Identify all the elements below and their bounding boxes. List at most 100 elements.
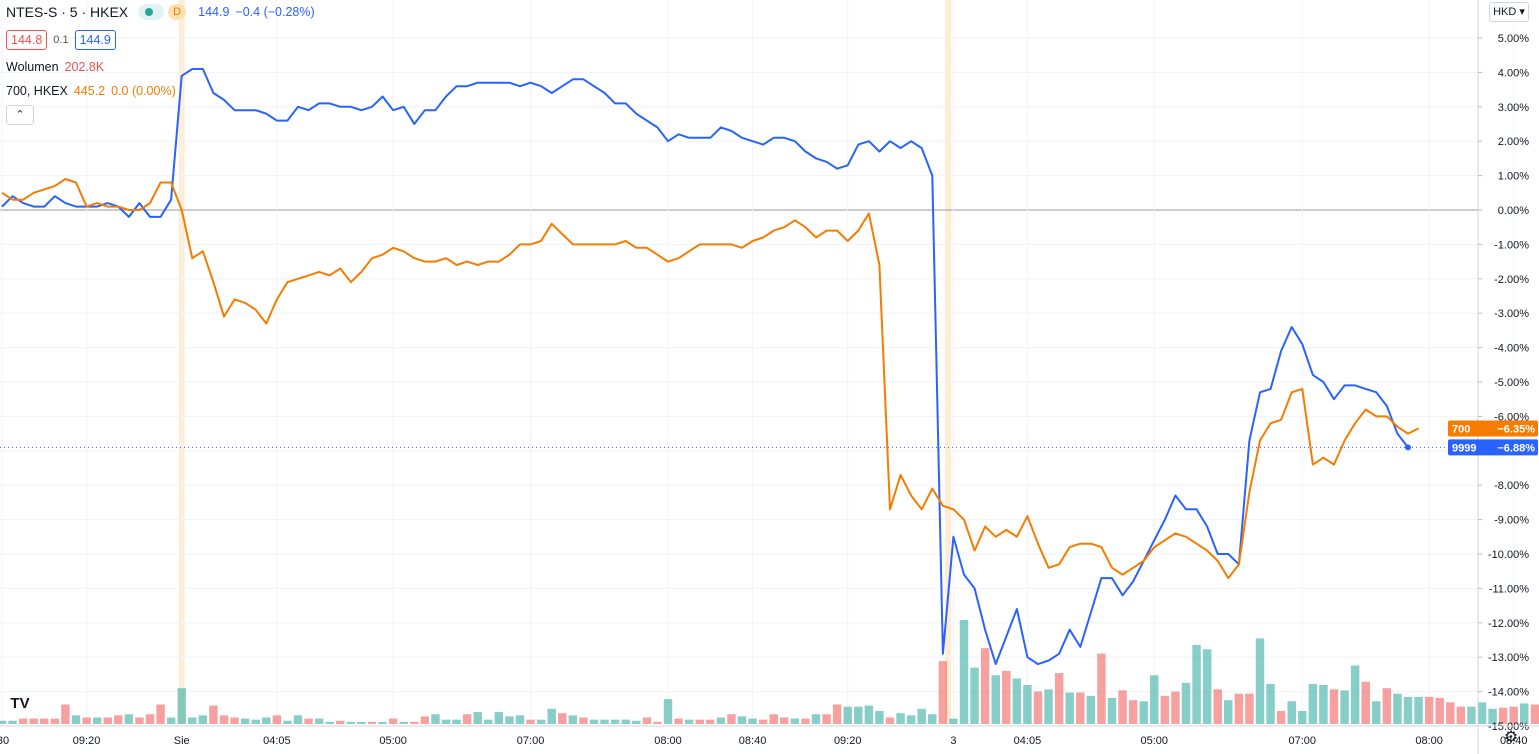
volume-bar [970,667,979,724]
volume-bar [198,715,208,724]
volume-bar [0,720,7,724]
volume-bar [695,719,704,724]
volume-bar [1012,678,1022,724]
volume-bar [917,708,926,724]
volume-bar [82,717,91,724]
volume-bar [29,718,38,724]
volume-bar [188,717,197,724]
volume-bar [959,620,969,724]
collapse-legend-button[interactable]: ⌃ [6,105,34,125]
volume-bar [452,719,461,724]
series-line-9999 [1,68,1409,666]
bid-price[interactable]: 144.8 [6,30,48,50]
symbol-title[interactable]: NTES-S · 5 · HKEX [6,4,129,20]
volume-bar [1139,701,1148,724]
volume-bar [50,718,60,724]
volume-bar [653,721,662,724]
market-status-icon [138,4,165,20]
axis-badge-700 [1448,420,1538,437]
axis-badge-name: 9999 [1452,442,1476,454]
volume-bar [1002,670,1011,724]
bid-ask-row: 144.8 0.1 144.9 [6,30,122,50]
y-tick-label: -2.00% [1494,274,1529,286]
volume-bar [1372,701,1381,724]
volume-bar [367,721,377,724]
volume-bar [473,712,482,724]
volume-bar [103,717,112,724]
volume-bar [1118,690,1127,724]
x-tick-label: 07:00 [1289,735,1317,747]
volume-bar [177,688,186,724]
volume-bar [938,661,948,724]
volume-bar [1276,711,1286,724]
volume-bar [1245,693,1254,724]
y-tick-label: -8.00% [1494,480,1529,492]
volume-bar [40,718,49,724]
x-tick-label: 04:05 [1014,735,1042,747]
volume-bar [600,719,609,724]
volume-bar [1414,696,1423,724]
volume-bar [515,715,525,724]
volume-bar [568,715,578,724]
volume-bar [547,708,556,724]
compare-symbol[interactable]: 700, HKEX [6,84,68,98]
volume-bar [1520,703,1529,724]
x-tick-label: 09:20 [73,735,101,747]
volume-bar [18,718,28,724]
volume-bar [240,718,250,724]
volume-bar [790,718,800,724]
interval-badge: D [168,4,187,20]
volume-bar [1488,708,1497,724]
volume-bar [536,719,546,724]
volume-legend: Wolumen 202.8K [6,60,110,74]
volume-bar [1044,689,1053,724]
volume-bar [388,718,398,724]
volume-bar [684,719,694,724]
axis-badge-name: 700 [1452,423,1470,435]
volume-bar [1403,696,1413,724]
tradingview-logo: TV [6,693,34,715]
compare-change: 0.0 (0.00%) [111,84,176,98]
volume-bar [325,721,334,724]
volume-bar [1213,689,1222,724]
volume-label: Wolumen [6,60,59,74]
volume-bar [1266,683,1275,724]
volume-bar [579,717,588,724]
volume-bar [230,717,239,724]
x-tick-label: 30 [0,735,9,747]
volume-bar [589,719,599,724]
volume-bar [1498,707,1508,724]
volume-bar [410,721,419,724]
volume-bar [1107,698,1117,724]
currency-button[interactable]: HKD ▾ [1489,2,1529,22]
volume-bar [991,675,1000,724]
volume-bar [61,704,70,724]
y-tick-label: -11.00% [1489,583,1529,595]
x-tick-label: 3 [950,735,956,747]
volume-bar [758,719,768,724]
volume-bar [293,715,303,724]
volume-bar [272,715,282,724]
y-tick-label: 0.00% [1498,205,1529,217]
y-tick-label: -14.00% [1488,687,1529,699]
y-tick-label: -6.00% [1494,411,1529,423]
gear-icon[interactable]: ⚙ [1503,729,1519,746]
x-tick-label: 08:40 [1500,735,1528,747]
volume-bar [156,704,165,724]
volume-bar [1319,685,1328,724]
volume-bar [875,711,884,724]
volume-bar [1255,638,1265,724]
volume-bar [166,717,176,724]
volume-bar [357,721,366,724]
volume-bar [209,705,218,724]
volume-bar [1023,685,1032,724]
volume-bar [896,713,905,724]
y-tick-label: -3.00% [1494,308,1529,320]
volume-bar [1467,706,1476,724]
volume-bar [8,720,17,724]
y-tick-label: -5.00% [1494,377,1529,389]
ask-price[interactable]: 144.9 [74,30,116,50]
volume-bar [346,721,356,724]
volume-bar [843,706,852,724]
